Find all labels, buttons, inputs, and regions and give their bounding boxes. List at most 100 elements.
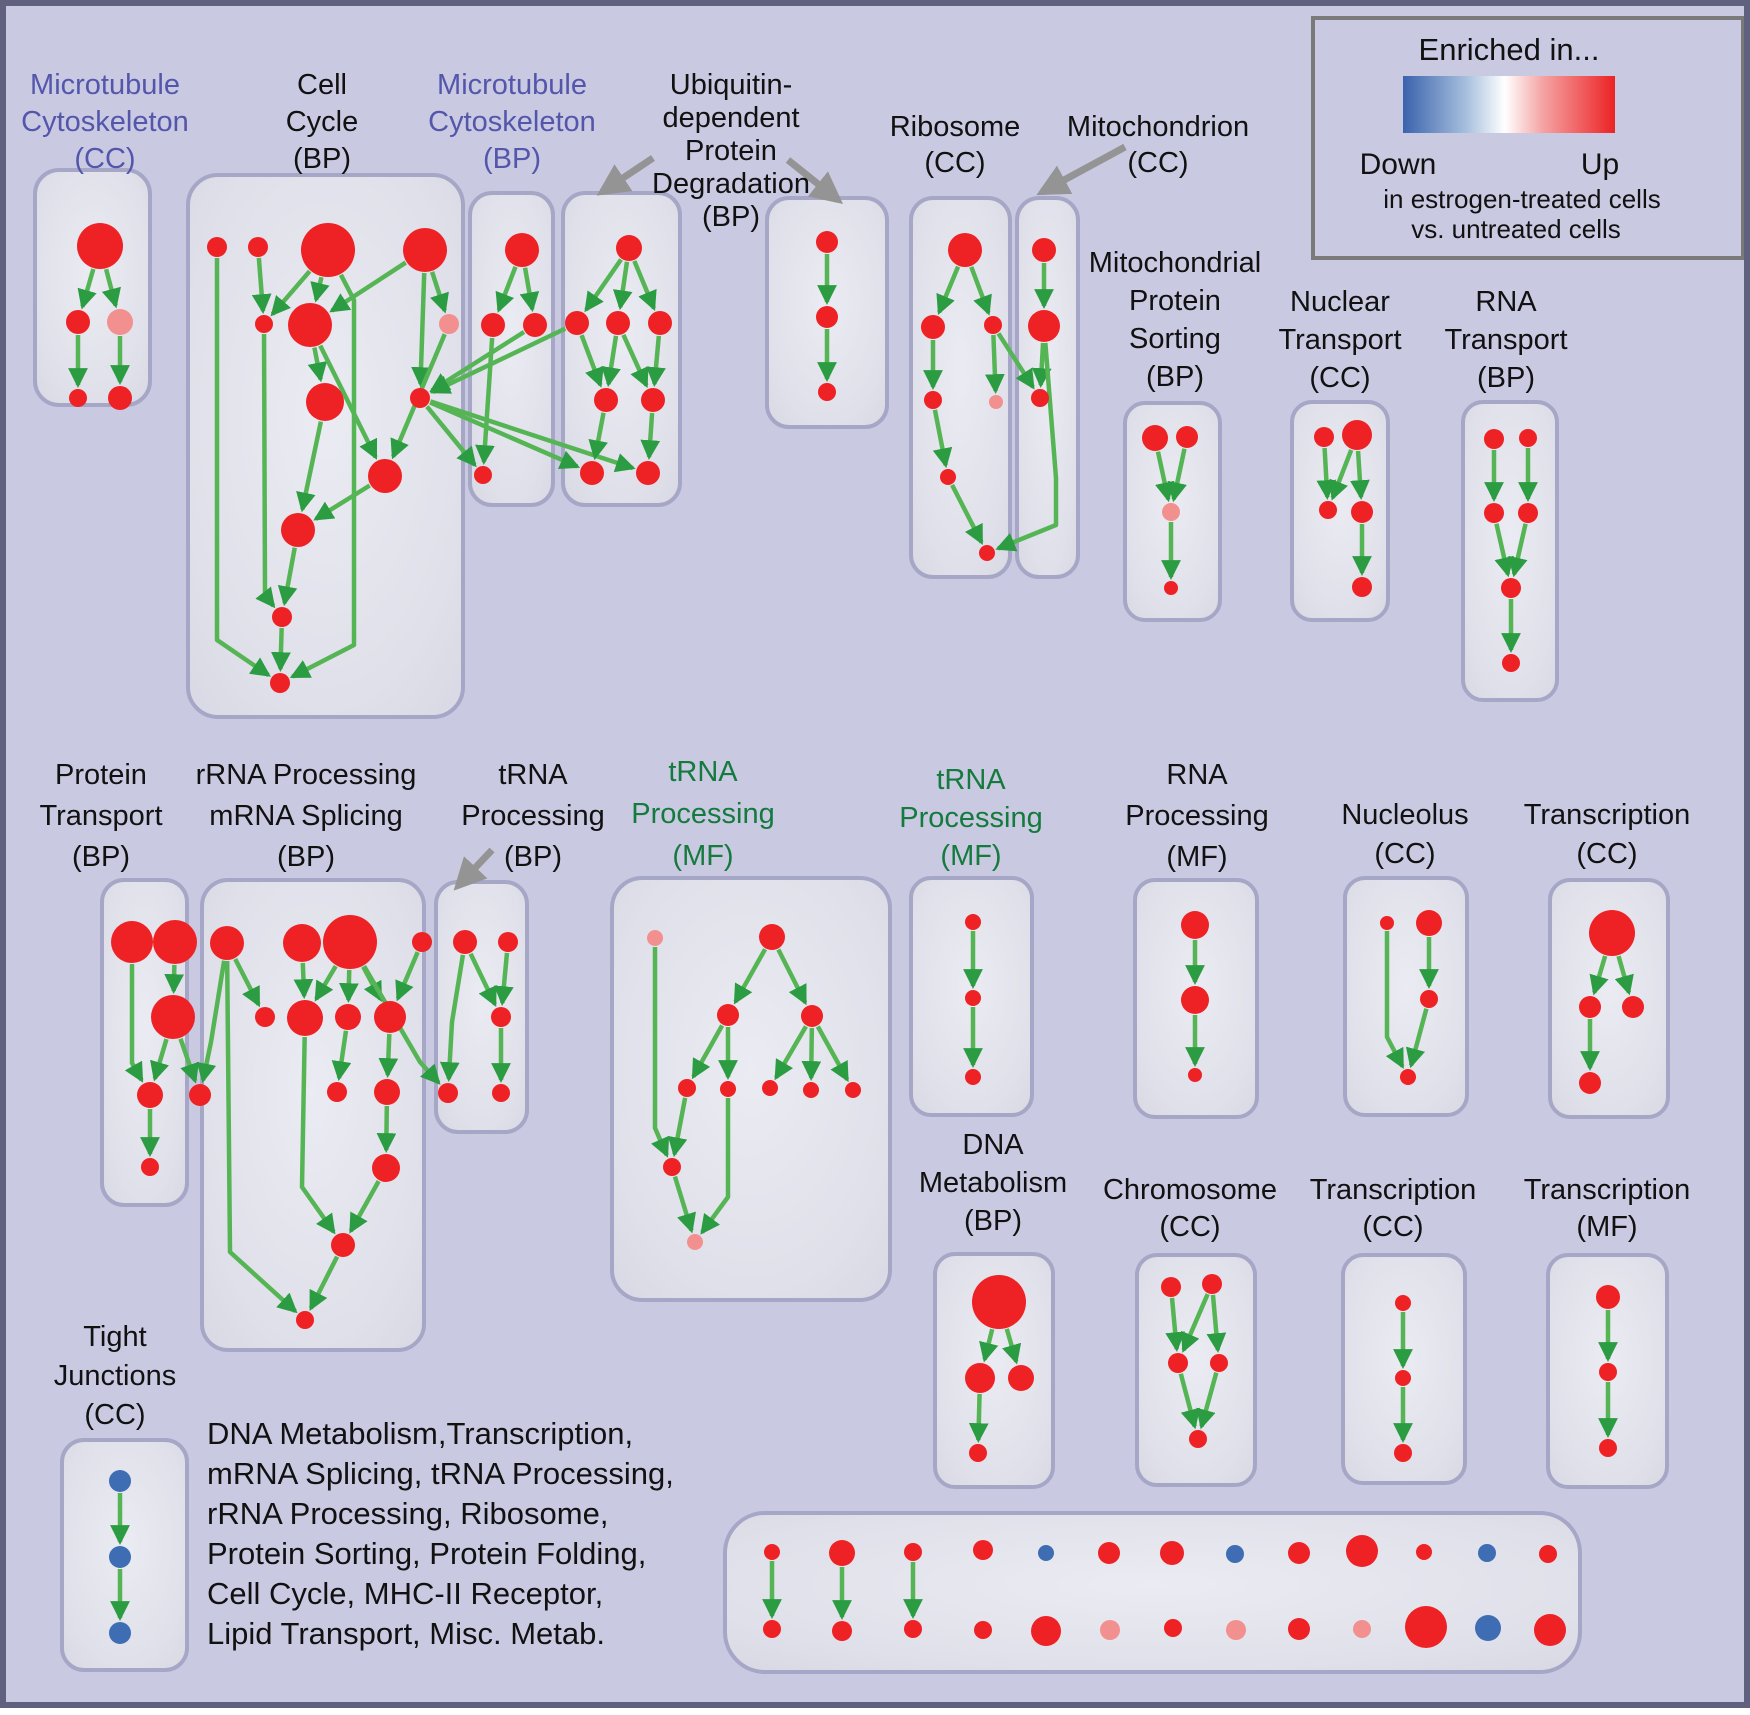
go-term-node-red bbox=[1395, 1370, 1411, 1386]
edge-arrow bbox=[495, 265, 518, 313]
cluster-label-rna-transport-bp: RNA Transport (BP) bbox=[1444, 286, 1567, 394]
edge-arrow bbox=[429, 330, 526, 393]
edge-arrow bbox=[308, 1255, 340, 1312]
go-term-node-red bbox=[965, 1069, 981, 1085]
go-term-node-red bbox=[283, 924, 321, 962]
cluster-label-transcription-mf: Transcription (MF) bbox=[1524, 1174, 1691, 1243]
edge-arrow bbox=[329, 260, 407, 313]
edge-arrow bbox=[289, 273, 357, 679]
go-term-node-red bbox=[1202, 1274, 1222, 1294]
go-term-node-red bbox=[965, 990, 981, 1006]
go-term-node-red bbox=[1352, 577, 1372, 597]
go-term-node-red bbox=[301, 223, 355, 277]
go-term-node-red bbox=[1405, 1606, 1447, 1648]
go-term-node-red bbox=[372, 1154, 400, 1182]
go-term-node-red bbox=[1288, 1542, 1310, 1564]
legend-box bbox=[1311, 16, 1745, 260]
go-term-node-red bbox=[287, 1000, 323, 1036]
go-term-node-red bbox=[248, 237, 268, 257]
edge-arrow bbox=[318, 344, 378, 460]
edge-arrow bbox=[1316, 447, 1337, 500]
go-term-node-red bbox=[1161, 1277, 1181, 1297]
edge-arrow bbox=[439, 954, 466, 1082]
go-term-node-pink bbox=[989, 395, 1003, 409]
go-term-node-red bbox=[137, 1082, 163, 1108]
go-term-node-red bbox=[580, 461, 604, 485]
edge-arrow bbox=[331, 1030, 352, 1082]
edge-arrow bbox=[1155, 451, 1175, 503]
go-term-node-blue bbox=[109, 1546, 131, 1568]
label-pointer-arrow-icon bbox=[785, 157, 844, 205]
cluster-box-nucleolus-cc bbox=[1343, 876, 1469, 1117]
edge-arrow bbox=[1405, 1008, 1429, 1069]
go-term-node-red bbox=[1518, 503, 1538, 523]
edge-arrow bbox=[1167, 448, 1187, 503]
go-term-node-pink bbox=[1100, 1620, 1120, 1640]
go-term-node-red bbox=[904, 1543, 922, 1561]
go-term-node-red bbox=[1589, 910, 1635, 956]
go-term-node-red bbox=[1164, 581, 1178, 595]
edge-arrow bbox=[475, 337, 495, 465]
edge-arrow bbox=[411, 272, 431, 387]
cluster-label-protein-transport-bp: Protein Transport (BP) bbox=[39, 759, 162, 873]
edge-arrow bbox=[277, 547, 298, 607]
go-term-node-red bbox=[1160, 1541, 1184, 1565]
edge-arrow bbox=[1165, 1297, 1186, 1353]
go-term-node-red bbox=[764, 1544, 780, 1560]
go-term-node-red bbox=[984, 316, 1002, 334]
edge-arrow bbox=[1002, 1328, 1022, 1365]
go-term-node-red bbox=[1596, 1285, 1620, 1309]
go-term-node-red bbox=[77, 223, 123, 269]
go-term-node-red bbox=[678, 1079, 696, 1097]
go-term-node-red bbox=[1031, 389, 1049, 407]
cluster-label-tight-junctions-cc: Tight Junctions (CC) bbox=[54, 1321, 177, 1431]
go-term-node-red bbox=[69, 389, 87, 407]
cluster-label-microtubule-cytoskeleton-cc: Microtubule Cytoskeleton (CC) bbox=[21, 69, 189, 175]
cluster-label-transcription-cc-2: Transcription (CC) bbox=[1310, 1174, 1477, 1243]
legend-gradient-bar bbox=[1403, 76, 1615, 133]
go-term-node-red bbox=[1502, 654, 1520, 672]
misc-text-layer: DNA Metabolism,Transcription, mRNA Splici… bbox=[207, 1416, 674, 1651]
edge-arrow bbox=[700, 1098, 731, 1235]
edge-arrow bbox=[224, 960, 298, 1314]
edge-arrow bbox=[1329, 449, 1354, 501]
edge-arrow bbox=[968, 1393, 989, 1443]
go-term-node-red bbox=[904, 1620, 922, 1638]
edge-arrow bbox=[601, 335, 621, 388]
go-term-node-red bbox=[801, 1005, 823, 1027]
edge-arrow bbox=[632, 260, 657, 311]
go-term-node-red bbox=[1188, 1068, 1202, 1082]
edge-arrow bbox=[425, 405, 477, 468]
edge-arrow bbox=[612, 261, 633, 311]
edge-arrow bbox=[1181, 1293, 1210, 1353]
go-term-node-red bbox=[1484, 503, 1504, 523]
go-term-node-red bbox=[141, 1158, 159, 1176]
go-term-node-red bbox=[1288, 1618, 1310, 1640]
go-term-node-red bbox=[1098, 1542, 1120, 1564]
go-term-node-red bbox=[327, 1082, 347, 1102]
go-term-node-red bbox=[948, 233, 982, 267]
cluster-labels-layer: Microtubule Cytoskeleton (CC) Cell Cycle (BP)… bbox=[21, 69, 1690, 1431]
go-term-node-red bbox=[816, 231, 838, 253]
go-term-node-red bbox=[973, 1540, 993, 1560]
go-term-node-red bbox=[565, 311, 589, 335]
go-term-node-red bbox=[296, 1311, 314, 1329]
go-term-node-red bbox=[1622, 996, 1644, 1018]
edge-arrow bbox=[1494, 523, 1514, 578]
edge-arrow bbox=[979, 1328, 999, 1363]
go-term-node-red bbox=[270, 673, 290, 693]
go-term-node-red bbox=[940, 469, 956, 485]
nodes-layer bbox=[66, 223, 1644, 1648]
go-term-node-red bbox=[829, 1540, 855, 1566]
edge-arrow bbox=[667, 1097, 688, 1158]
cluster-label-rrna-mrna-bp: rRNA Processing mRNA Splicing (BP) bbox=[196, 759, 417, 873]
go-term-node-pink bbox=[1353, 1620, 1371, 1638]
go-term-node-red bbox=[474, 466, 492, 484]
go-term-node-red bbox=[965, 914, 981, 930]
edge-arrow bbox=[468, 952, 497, 1008]
edge-arrow bbox=[310, 276, 330, 303]
cluster-label-microtubule-cytoskeleton-bp: Microtubule Cytoskeleton (BP) bbox=[428, 69, 596, 175]
edge-arrow bbox=[314, 964, 338, 1002]
edge-arrow bbox=[936, 265, 961, 315]
